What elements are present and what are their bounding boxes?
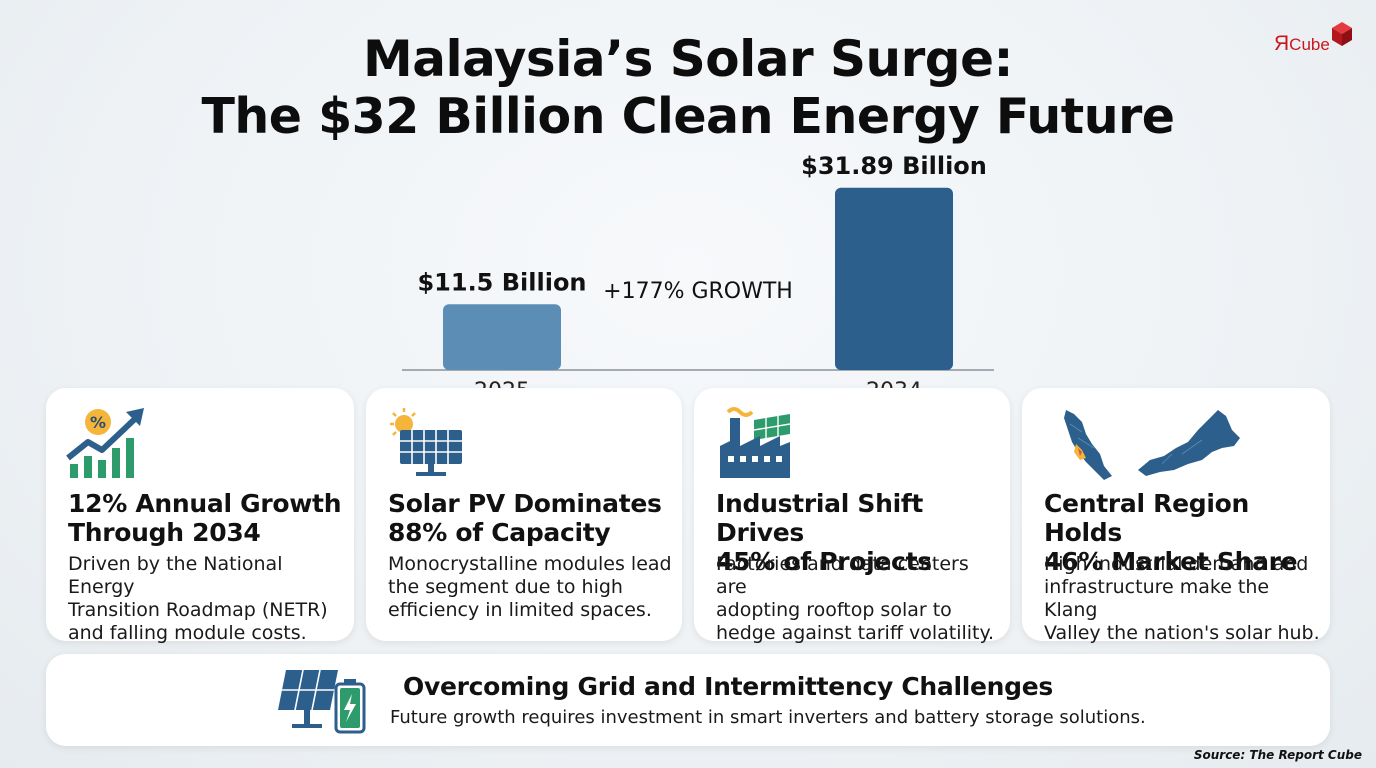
- bar-value-label: $11.5 Billion: [417, 268, 586, 296]
- card-heading-line2: 88% of Capacity: [388, 518, 611, 547]
- logo-text: ЯCube: [1274, 32, 1330, 56]
- stat-card-annual-growth: % 12% Annual Growth Through 2034 Driven …: [46, 388, 354, 644]
- svg-text:%: %: [90, 413, 106, 432]
- card-desc-line: and falling module costs.: [68, 622, 307, 644]
- card-heading-line1: Central Region Holds: [1044, 489, 1249, 547]
- card-desc-line: adopting rooftop solar to: [716, 599, 952, 621]
- card-desc-line: the segment due to high: [388, 576, 623, 598]
- card-heading-line1: Industrial Shift Drives: [716, 489, 924, 547]
- bar-value-label: $31.89 Billion: [801, 152, 987, 180]
- banner-description: Future growth requires investment in sma…: [390, 707, 1146, 728]
- card-heading: 12% Annual Growth Through 2034: [68, 489, 344, 547]
- cube-logo-icon: [1332, 22, 1352, 46]
- card-heading-line1: Solar PV Dominates: [388, 489, 662, 518]
- card-desc-line: hedge against tariff volatility.: [716, 622, 995, 644]
- solar-panel-icon: [390, 408, 462, 476]
- card-heading: Solar PV Dominates 88% of Capacity: [388, 489, 672, 547]
- card-heading-line1: 12% Annual Growth: [68, 489, 342, 518]
- card-description: Driven by the National Energy Transition…: [68, 553, 346, 645]
- card-heading: Industrial Shift Drives 45% of Projects: [716, 489, 1000, 576]
- malaysia-map-icon: [1064, 410, 1240, 480]
- source-note: Source: The Report Cube: [1193, 748, 1362, 762]
- logo-word: Cube: [1289, 35, 1330, 54]
- card-heading: Central Region Holds 46% Market Share: [1044, 489, 1320, 576]
- page-title-line1: Malaysia’s Solar Surge:: [363, 30, 1014, 88]
- growth-annotation: +177% GROWTH: [603, 279, 793, 304]
- card-heading-line2: Through 2034: [68, 518, 261, 547]
- solar-battery-icon: [278, 669, 366, 734]
- card-desc-line: Valley the nation's solar hub.: [1044, 622, 1320, 644]
- card-desc-line: Monocrystalline modules lead: [388, 553, 672, 575]
- logo: ЯCube: [1272, 20, 1362, 64]
- card-desc-line: Transition Roadmap (NETR): [68, 599, 328, 621]
- card-heading-line2: 45% of Projects: [716, 547, 932, 576]
- stat-card-central-region: Central Region Holds 46% Market Share Hi…: [1022, 388, 1330, 644]
- card-heading-line2: 46% Market Share: [1044, 547, 1298, 576]
- card-desc-line: efficiency in limited spaces.: [388, 599, 652, 621]
- factory-icon: [720, 407, 791, 478]
- growth-chart-icon: %: [66, 408, 144, 478]
- logo-mark: Я: [1274, 32, 1290, 55]
- card-desc-line: Driven by the National Energy: [68, 553, 283, 598]
- card-description: Factories and data centers are adopting …: [716, 553, 1002, 645]
- card-desc-line: Factories and data centers are: [716, 553, 969, 598]
- challenges-banner: Overcoming Grid and Intermittency Challe…: [46, 654, 1330, 746]
- card-desc-line: High industrial demand and: [1044, 553, 1309, 575]
- card-description: High industrial demand and infrastructur…: [1044, 553, 1322, 645]
- card-description: Monocrystalline modules lead the segment…: [388, 553, 674, 622]
- banner-heading: Overcoming Grid and Intermittency Challe…: [403, 672, 1053, 701]
- market-size-bar-chart: $11.5 Billion2025$31.89 Billion2034+177%…: [402, 152, 994, 404]
- bar-2025: [443, 304, 561, 370]
- stat-card-industrial-shift: Industrial Shift Drives 45% of Projects …: [694, 388, 1010, 644]
- stat-card-solar-pv: Solar PV Dominates 88% of Capacity Monoc…: [366, 388, 682, 641]
- card-desc-line: infrastructure make the Klang: [1044, 576, 1270, 621]
- bar-2034: [835, 187, 953, 370]
- page-title-line2: The $32 Billion Clean Energy Future: [201, 88, 1175, 145]
